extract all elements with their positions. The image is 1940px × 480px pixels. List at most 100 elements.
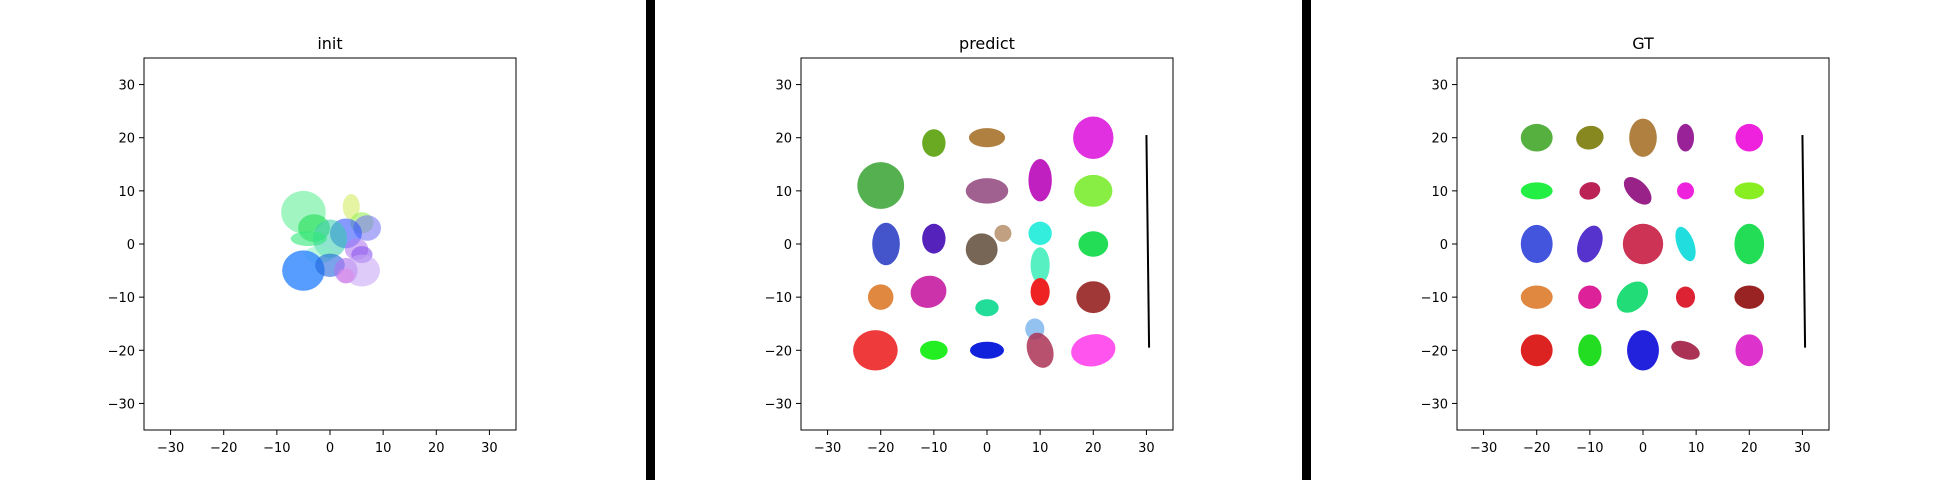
y-tick-label: 20 [1431,132,1448,147]
ellipse-mark [1520,123,1553,152]
x-tick-label: 10 [1688,441,1705,456]
chart-title: predict [959,34,1015,53]
x-tick-label: −30 [1470,441,1497,456]
ellipse-mark [342,194,360,220]
x-tick-label: −30 [157,441,184,456]
ellipse-mark [1627,330,1659,371]
ellipse-mark [920,340,948,360]
ellipse-mark [1073,116,1114,159]
x-tick-label: 0 [983,441,991,456]
x-tick-label: 0 [1639,441,1647,456]
ellipse-mark [1028,221,1052,246]
ellipse-mark [1026,332,1054,368]
y-tick-label: 0 [784,238,792,253]
y-tick-label: 30 [775,79,792,94]
marks-group [853,116,1151,371]
ellipse-mark [1576,125,1604,150]
line-mark [1145,135,1151,348]
ellipse-mark [282,250,325,291]
y-tick-label: −10 [1421,291,1448,306]
y-tick-label: −20 [1421,344,1448,359]
ellipse-mark [1520,334,1553,367]
y-tick-label: 10 [1431,185,1448,200]
x-tick-label: −10 [263,441,290,456]
ellipse-mark [1074,174,1113,207]
chart-title: init [317,34,342,53]
ellipse-mark [857,162,905,209]
ellipse-mark [1735,123,1764,152]
ellipse-mark [1629,118,1657,157]
ellipse-mark [968,128,1006,148]
x-tick-label: −20 [867,441,894,456]
chart-panel-init: init −30 −20 −10 0 10 20 30 −30 −20 −10 0 10 20 30 [108,34,517,456]
ellipse-mark [1030,278,1050,306]
y-tick-label: 0 [1440,238,1448,253]
x-tick-label: −10 [1576,441,1603,456]
ellipse-mark [1616,281,1649,313]
ellipse-mark [1071,334,1116,367]
ellipse-mark [994,224,1012,242]
y-tick-label: −10 [765,291,792,306]
ellipse-mark [337,268,355,284]
y-tick-label: 10 [118,185,135,200]
ellipse-mark [1677,182,1695,200]
ellipse-mark [1677,123,1695,152]
chart-title: GT [1632,34,1654,53]
x-tick-label: 0 [326,441,334,456]
ellipse-mark [1735,334,1764,367]
ellipse-mark [1734,223,1765,265]
y-tick-label: −30 [108,397,135,412]
y-tick-label: −30 [765,397,792,412]
y-tick-label: −10 [108,291,135,306]
chart-panel-GT: GT −30 −20 −10 0 10 20 30 −30 −20 −10 0 10 20 30 [1421,34,1830,456]
ellipse-mark [1734,182,1765,200]
ellipse-mark [969,341,1005,359]
ellipse-mark [1675,286,1696,308]
ellipse-mark [853,330,898,371]
x-tick-label: 30 [1138,441,1155,456]
x-tick-label: 10 [375,441,392,456]
y-tick-label: 20 [118,132,135,147]
y-tick-label: 30 [1431,79,1448,94]
ellipse-mark [872,222,900,266]
y-tick-label: −20 [765,344,792,359]
x-tick-label: 20 [428,441,445,456]
ellipse-mark [867,284,894,310]
ellipse-mark [1734,285,1765,309]
ellipse-mark [1520,224,1553,264]
y-tick-label: −20 [108,344,135,359]
ellipse-mark [1579,182,1601,200]
ellipse-mark [1622,223,1664,265]
x-tick-label: −30 [814,441,841,456]
ellipse-mark [910,275,947,308]
ellipse-mark [1671,340,1700,360]
y-tick-label: 20 [775,132,792,147]
x-tick-label: −20 [210,441,237,456]
marks-group [281,190,382,291]
ellipse-mark [1520,285,1553,309]
x-tick-label: 30 [1794,441,1811,456]
ellipse-mark [922,223,946,254]
ellipse-mark [1577,225,1603,263]
panel-divider [646,0,655,480]
x-tick-label: −10 [920,441,947,456]
chart-panel-predict: predict −30 −20 −10 0 10 20 30 −30 −20 −10 0 10 20 30 [765,34,1174,456]
x-tick-label: 30 [481,441,498,456]
ellipse-mark [975,299,999,317]
line-mark [1801,135,1807,348]
y-tick-label: −30 [1421,397,1448,412]
ellipse-mark [965,233,998,266]
y-tick-label: 10 [775,185,792,200]
ellipse-mark [1030,247,1050,284]
ellipse-mark [1623,177,1652,205]
x-tick-label: −20 [1523,441,1550,456]
ellipse-mark [1028,158,1052,202]
x-tick-label: 20 [1741,441,1758,456]
x-tick-label: 20 [1085,441,1102,456]
ellipse-mark [1675,226,1696,262]
y-tick-label: 30 [118,79,135,94]
ellipse-mark [1520,182,1553,200]
ellipse-mark [1078,231,1109,257]
panel-divider [1302,0,1311,480]
